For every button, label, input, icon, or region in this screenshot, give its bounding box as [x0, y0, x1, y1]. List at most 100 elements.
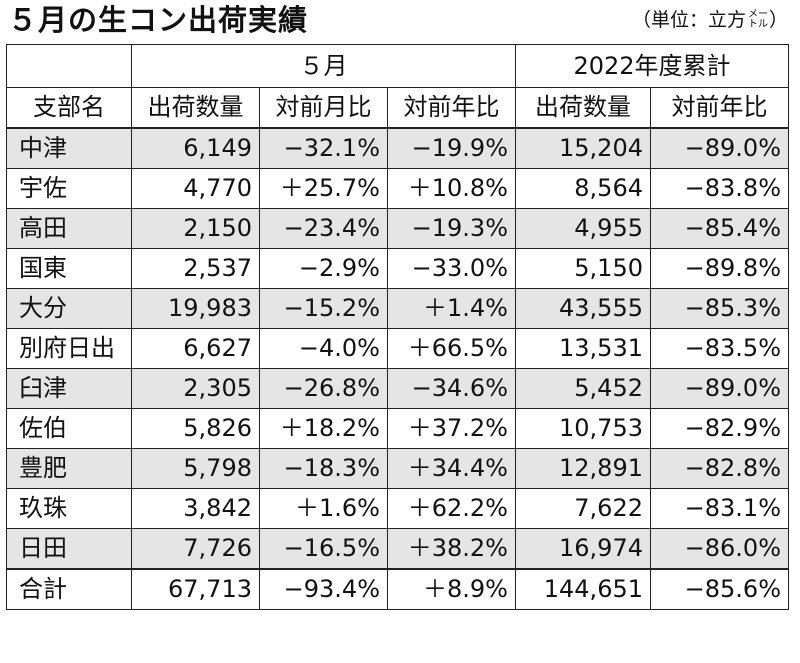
- table-row: 大分 19,983 −15.2% ＋1.4% 43,555 −85.3%: [6, 288, 790, 329]
- month-over-month: −2.9%: [259, 248, 388, 289]
- cumulative-qty: 8,564: [515, 168, 651, 209]
- year-over-year: −19.3%: [387, 208, 516, 249]
- unit-stack-top: メー: [747, 9, 768, 20]
- year-over-year: −34.6%: [387, 368, 516, 409]
- col-header-branch: 支部名: [6, 87, 132, 129]
- total-yoy: ＋8.9%: [387, 568, 516, 610]
- total-row: 合計 67,713 −93.4% ＋8.9% 144,651 −85.6%: [6, 568, 790, 610]
- total-cum-yoy: −85.6%: [649, 568, 790, 610]
- column-header-row: 支部名 出荷数量 対前月比 対前年比 出荷数量 対前年比: [6, 87, 790, 129]
- cumulative-year-over-year: −89.0%: [649, 127, 790, 169]
- col-header-qty: 出荷数量: [131, 87, 260, 129]
- month-over-month: −15.2%: [259, 288, 388, 329]
- year-over-year: −19.9%: [387, 127, 516, 169]
- unit-suffix: ）: [768, 9, 788, 31]
- monthly-qty: 2,305: [131, 368, 260, 409]
- year-over-year: ＋66.5%: [387, 328, 516, 369]
- year-over-year: ＋1.4%: [387, 288, 516, 329]
- group-header-may: ５月: [131, 44, 516, 88]
- cumulative-year-over-year: −82.8%: [649, 448, 790, 489]
- total-cum-qty: 144,651: [515, 568, 651, 610]
- branch-name: 別府日出: [6, 328, 132, 369]
- month-over-month: −4.0%: [259, 328, 388, 369]
- table-row: 中津 6,149 −32.1% −19.9% 15,204 −89.0%: [6, 127, 790, 169]
- cumulative-qty: 4,955: [515, 208, 651, 249]
- monthly-qty: 6,149: [131, 127, 260, 169]
- col-header-cum-yoy: 対前年比: [649, 87, 790, 129]
- branch-name: 玖珠: [6, 488, 132, 529]
- branch-name: 豊肥: [6, 448, 132, 489]
- unit-stack-bottom: トル: [747, 19, 768, 30]
- monthly-qty: 4,770: [131, 168, 260, 209]
- table-row: 臼津 2,305 −26.8% −34.6% 5,452 −89.0%: [6, 368, 790, 409]
- cumulative-year-over-year: −83.5%: [649, 328, 790, 369]
- cumulative-qty: 12,891: [515, 448, 651, 489]
- group-header-cumulative: 2022年度累計: [514, 44, 790, 88]
- unit-stacked-text: メー トル: [748, 10, 768, 30]
- group-header-blank: [6, 44, 132, 88]
- monthly-qty: 6,627: [131, 328, 260, 369]
- month-over-month: ＋18.2%: [259, 408, 388, 449]
- cumulative-year-over-year: −85.3%: [649, 288, 790, 329]
- year-over-year: ＋34.4%: [387, 448, 516, 489]
- table-row: 高田 2,150 −23.4% −19.3% 4,955 −85.4%: [6, 208, 790, 249]
- table-row: 宇佐 4,770 ＋25.7% ＋10.8% 8,564 −83.8%: [6, 168, 790, 209]
- month-over-month: ＋1.6%: [259, 488, 388, 529]
- unit-prefix: （単位：立方: [631, 9, 746, 31]
- year-over-year: ＋62.2%: [387, 488, 516, 529]
- cumulative-qty: 5,452: [515, 368, 651, 409]
- branch-name: 大分: [6, 288, 132, 329]
- table-row: 佐伯 5,826 ＋18.2% ＋37.2% 10,753 −82.9%: [6, 408, 790, 449]
- cumulative-year-over-year: −89.0%: [649, 368, 790, 409]
- cumulative-year-over-year: −83.8%: [649, 168, 790, 209]
- shipment-table: ５月 2022年度累計 支部名 出荷数量 対前月比 対前年比 出荷数量 対前年比…: [6, 44, 790, 610]
- table-row: 別府日出 6,627 −4.0% ＋66.5% 13,531 −83.5%: [6, 328, 790, 369]
- cumulative-year-over-year: −89.8%: [649, 248, 790, 289]
- branch-name: 日田: [6, 528, 132, 570]
- monthly-qty: 2,537: [131, 248, 260, 289]
- branch-name: 臼津: [6, 368, 132, 409]
- group-header-row: ５月 2022年度累計: [6, 44, 790, 88]
- unit-note: （単位：立方 メー トル ）: [632, 6, 788, 34]
- cumulative-qty: 16,974: [515, 528, 651, 570]
- month-over-month: −32.1%: [259, 127, 388, 169]
- table-row: 玖珠 3,842 ＋1.6% ＋62.2% 7,622 −83.1%: [6, 488, 790, 529]
- cumulative-year-over-year: −82.9%: [649, 408, 790, 449]
- month-over-month: ＋25.7%: [259, 168, 388, 209]
- monthly-qty: 19,983: [131, 288, 260, 329]
- cumulative-qty: 5,150: [515, 248, 651, 289]
- month-over-month: −16.5%: [259, 528, 388, 570]
- branch-name: 国東: [6, 248, 132, 289]
- total-qty: 67,713: [131, 568, 260, 610]
- month-over-month: −18.3%: [259, 448, 388, 489]
- branch-name: 高田: [6, 208, 132, 249]
- table-row: 豊肥 5,798 −18.3% ＋34.4% 12,891 −82.8%: [6, 448, 790, 489]
- monthly-qty: 2,150: [131, 208, 260, 249]
- monthly-qty: 5,798: [131, 448, 260, 489]
- cumulative-qty: 13,531: [515, 328, 651, 369]
- col-header-cum-qty: 出荷数量: [515, 87, 651, 129]
- year-over-year: ＋37.2%: [387, 408, 516, 449]
- cumulative-qty: 7,622: [515, 488, 651, 529]
- table-row: 日田 7,726 −16.5% ＋38.2% 16,974 −86.0%: [6, 528, 790, 570]
- total-label: 合計: [6, 568, 132, 610]
- monthly-qty: 7,726: [131, 528, 260, 570]
- branch-name: 佐伯: [6, 408, 132, 449]
- total-mom: −93.4%: [259, 568, 388, 610]
- monthly-qty: 5,826: [131, 408, 260, 449]
- table-title: ５月の生コン出荷実績: [8, 3, 309, 37]
- year-over-year: ＋10.8%: [387, 168, 516, 209]
- cumulative-qty: 43,555: [515, 288, 651, 329]
- cumulative-year-over-year: −83.1%: [649, 488, 790, 529]
- col-header-yoy: 対前年比: [387, 87, 516, 129]
- table-body: 中津 6,149 −32.1% −19.9% 15,204 −89.0% 宇佐 4,770 ＋2…: [6, 127, 790, 610]
- branch-name: 中津: [6, 127, 132, 169]
- cumulative-qty: 10,753: [515, 408, 651, 449]
- year-over-year: ＋38.2%: [387, 528, 516, 570]
- month-over-month: −23.4%: [259, 208, 388, 249]
- branch-name: 宇佐: [6, 168, 132, 209]
- cumulative-year-over-year: −86.0%: [649, 528, 790, 570]
- col-header-mom: 対前月比: [259, 87, 388, 129]
- monthly-qty: 3,842: [131, 488, 260, 529]
- year-over-year: −33.0%: [387, 248, 516, 289]
